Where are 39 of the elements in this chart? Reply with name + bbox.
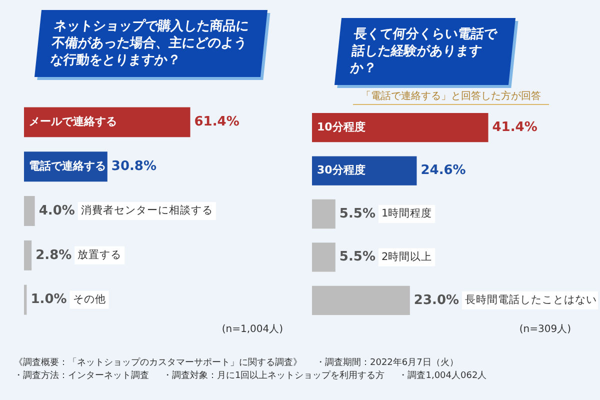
- text: ・調査期間：2022年6月7日（火）: [316, 357, 458, 370]
- data-label: 5.5%: [339, 250, 376, 265]
- chart-title: ネットショップで購入した商品に不備があった場合、主にどのような行動をとりますか？: [34, 10, 268, 77]
- text: (n=309人): [519, 323, 571, 336]
- bar: [24, 107, 190, 138]
- text: ・調査1,004人062人: [398, 370, 487, 383]
- chart-title: 長くて何分くらい電話で話した経験がありますか？: [334, 18, 516, 85]
- bar: [312, 113, 488, 142]
- text: ・調査対象：月に1回以上ネットショップを利用する方: [163, 370, 385, 383]
- chart-subtitle: 「電話で連絡する」と回答した方が回答: [353, 88, 549, 105]
- category-label: 放置する: [78, 249, 122, 262]
- category-label: その他: [72, 294, 106, 306]
- text: (n=1,004人): [222, 323, 283, 336]
- category-label: 長時間電話したことはない: [465, 294, 598, 306]
- bar: [312, 199, 336, 229]
- data-label: 41.4%: [492, 120, 538, 135]
- text: ・調査方法：インターネット調査: [14, 370, 149, 383]
- data-label: 5.5%: [339, 206, 376, 222]
- bar: [24, 240, 32, 270]
- bar: [312, 242, 336, 272]
- category-label: 30分程度: [317, 164, 366, 177]
- category-label: メールで連絡する: [29, 115, 117, 128]
- bar: [24, 284, 27, 315]
- category-label: 10分程度: [317, 120, 366, 134]
- data-label: 2.8%: [36, 248, 72, 263]
- data-label: 24.6%: [420, 163, 466, 178]
- data-label: 4.0%: [38, 203, 75, 218]
- text: 《調査概要：「ネットショップのカスタマーサポート」に関する調査》: [14, 357, 302, 370]
- bar: [312, 156, 417, 186]
- data-label: 30.8%: [111, 158, 157, 174]
- bar: [312, 286, 410, 315]
- category-label: 1時間程度: [381, 208, 432, 220]
- data-label: 1.0%: [30, 292, 67, 308]
- data-label: 23.0%: [414, 292, 460, 308]
- category-label: 電話で連絡する: [29, 159, 106, 172]
- bar: [24, 196, 35, 226]
- category-label: 2時間以上: [381, 250, 432, 263]
- category-label: 消費者センターに相談する: [80, 204, 213, 217]
- data-label: 61.4%: [194, 114, 240, 130]
